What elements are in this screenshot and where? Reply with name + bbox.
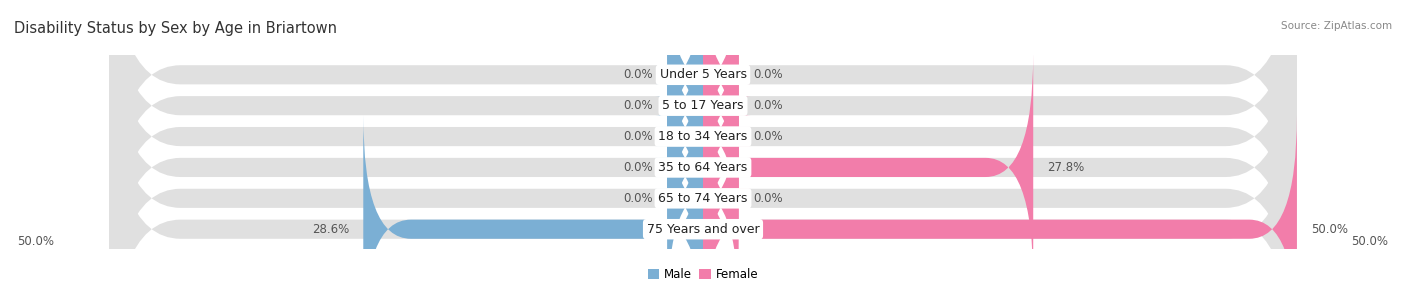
- Text: 5 to 17 Years: 5 to 17 Years: [662, 99, 744, 112]
- Text: 27.8%: 27.8%: [1047, 161, 1084, 174]
- FancyBboxPatch shape: [110, 0, 1296, 282]
- Text: Under 5 Years: Under 5 Years: [659, 68, 747, 81]
- FancyBboxPatch shape: [692, 0, 751, 219]
- Text: 0.0%: 0.0%: [623, 161, 654, 174]
- FancyBboxPatch shape: [692, 22, 751, 250]
- Text: Disability Status by Sex by Age in Briartown: Disability Status by Sex by Age in Briar…: [14, 21, 337, 36]
- Text: 50.0%: 50.0%: [1351, 235, 1388, 248]
- Text: 0.0%: 0.0%: [752, 99, 783, 112]
- FancyBboxPatch shape: [655, 22, 714, 250]
- FancyBboxPatch shape: [692, 85, 751, 304]
- FancyBboxPatch shape: [110, 0, 1296, 250]
- Text: 0.0%: 0.0%: [623, 130, 654, 143]
- FancyBboxPatch shape: [692, 0, 751, 189]
- FancyBboxPatch shape: [110, 0, 1296, 304]
- FancyBboxPatch shape: [110, 0, 1296, 304]
- Text: 50.0%: 50.0%: [18, 235, 55, 248]
- Text: 18 to 34 Years: 18 to 34 Years: [658, 130, 748, 143]
- Text: 35 to 64 Years: 35 to 64 Years: [658, 161, 748, 174]
- Text: 50.0%: 50.0%: [1312, 223, 1348, 236]
- Text: 0.0%: 0.0%: [623, 99, 654, 112]
- Text: 65 to 74 Years: 65 to 74 Years: [658, 192, 748, 205]
- FancyBboxPatch shape: [655, 54, 714, 282]
- Text: 75 Years and over: 75 Years and over: [647, 223, 759, 236]
- FancyBboxPatch shape: [110, 22, 1296, 304]
- Text: 0.0%: 0.0%: [752, 192, 783, 205]
- FancyBboxPatch shape: [655, 0, 714, 189]
- Text: 0.0%: 0.0%: [623, 192, 654, 205]
- FancyBboxPatch shape: [703, 115, 1296, 304]
- FancyBboxPatch shape: [703, 54, 1033, 282]
- Text: 0.0%: 0.0%: [623, 68, 654, 81]
- FancyBboxPatch shape: [110, 54, 1296, 304]
- Text: 28.6%: 28.6%: [312, 223, 349, 236]
- FancyBboxPatch shape: [655, 85, 714, 304]
- Text: 0.0%: 0.0%: [752, 130, 783, 143]
- Text: Source: ZipAtlas.com: Source: ZipAtlas.com: [1281, 21, 1392, 31]
- FancyBboxPatch shape: [363, 115, 703, 304]
- Text: 0.0%: 0.0%: [752, 68, 783, 81]
- Legend: Male, Female: Male, Female: [643, 264, 763, 286]
- FancyBboxPatch shape: [655, 0, 714, 219]
